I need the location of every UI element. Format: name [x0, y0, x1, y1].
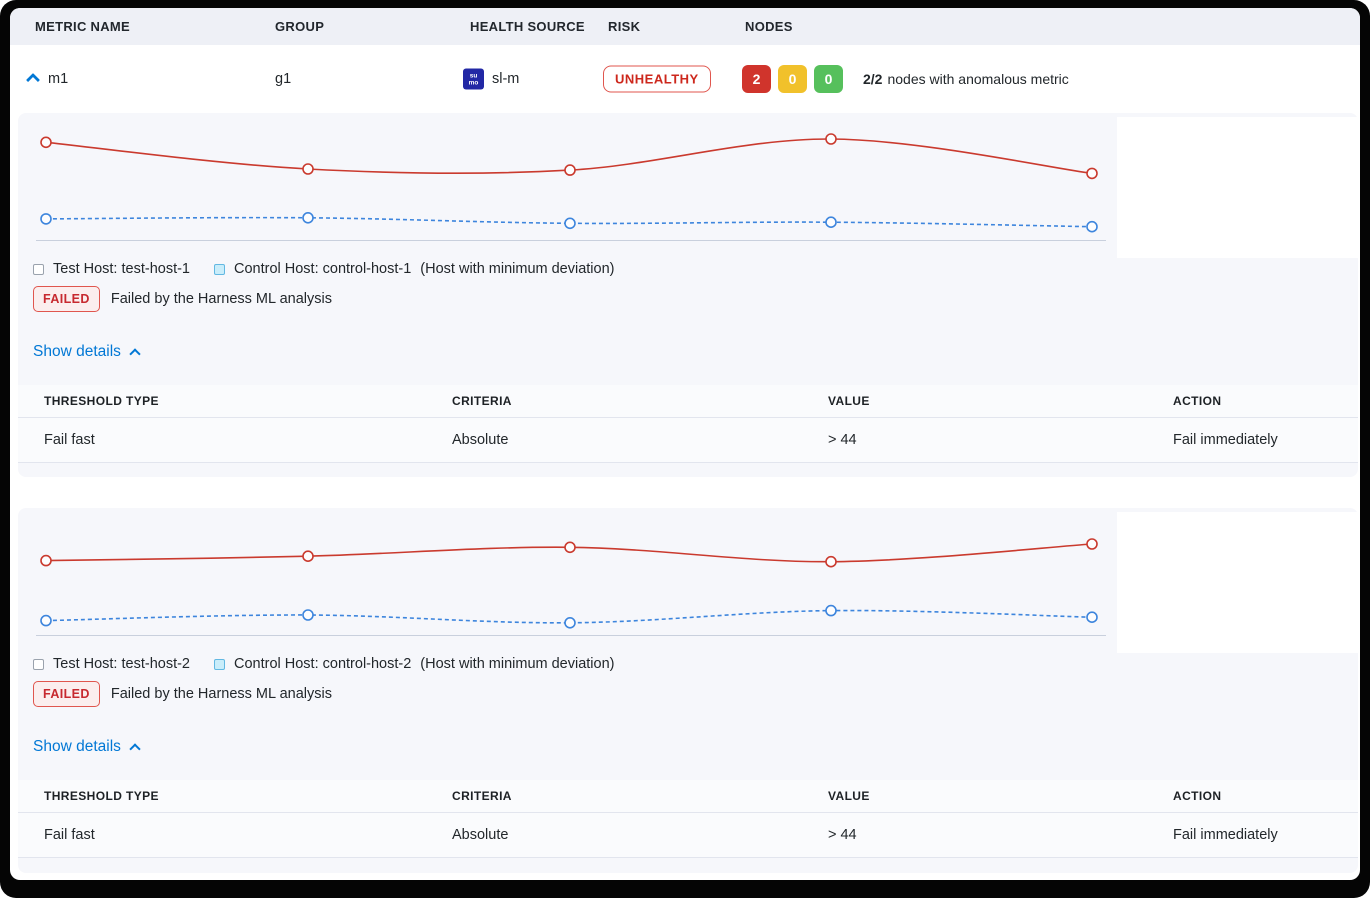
chart-legend-1: Test Host: test-host-1 Control Host: con… [33, 259, 615, 279]
show-details-link-1[interactable]: Show details [33, 343, 141, 361]
column-header-group: GROUP [275, 19, 325, 34]
th-action: ACTION [1173, 789, 1222, 803]
column-header-metric-name: METRIC NAME [35, 19, 131, 34]
legend-item-control-host[interactable]: Control Host: control-host-1 [214, 261, 411, 277]
metric-name-value: m1 [48, 71, 69, 87]
threshold-table-1: THRESHOLD TYPE CRITERIA VALUE ACTION Fai… [18, 385, 1358, 463]
legend-item-test-host[interactable]: Test Host: test-host-2 [33, 656, 190, 672]
chart-legend-2: Test Host: test-host-2 Control Host: con… [33, 654, 615, 674]
th-criteria: CRITERIA [452, 394, 512, 408]
legend-item-test-host[interactable]: Test Host: test-host-1 [33, 261, 190, 277]
th-threshold-type: THRESHOLD TYPE [44, 394, 159, 408]
sumo-logic-icon: su mo [463, 68, 484, 90]
nodes-summary-count: 2/2 [863, 71, 883, 87]
threshold-table-header: THRESHOLD TYPE CRITERIA VALUE ACTION [18, 385, 1358, 418]
metric-row: m1 g1 su mo sl-m UNHEALTHY 2 0 0 2/2 node… [10, 45, 1360, 113]
cell-action: Fail immediately [1173, 432, 1278, 448]
table-row: Fail fast Absolute > 44 Fail immediately [18, 418, 1358, 463]
show-details-label: Show details [33, 738, 121, 755]
th-threshold-type: THRESHOLD TYPE [44, 789, 159, 803]
health-source-label: sl-m [492, 71, 520, 87]
control-host-swatch-icon [214, 658, 225, 670]
th-value: VALUE [828, 394, 870, 408]
legend-control-host-label: Control Host: control-host-2 [234, 656, 412, 672]
chevron-up-icon [129, 742, 141, 755]
app-window: METRIC NAME GROUP HEALTH SOURCE RISK NOD… [10, 8, 1360, 880]
th-value: VALUE [828, 789, 870, 803]
sumo-icon-text-top: su [469, 72, 478, 79]
test-host-swatch-icon [33, 658, 44, 670]
column-header-nodes: NODES [745, 19, 793, 34]
table-column-header: METRIC NAME GROUP HEALTH SOURCE RISK NOD… [10, 8, 1360, 45]
legend-item-control-host[interactable]: Control Host: control-host-2 [214, 656, 411, 672]
chevron-up-icon [129, 347, 141, 360]
minimum-deviation-note: (Host with minimum deviation) [420, 656, 615, 672]
failed-status-text: Failed by the Harness ML analysis [110, 686, 332, 702]
th-action: ACTION [1173, 394, 1222, 408]
risk-status-badge: UNHEALTHY [603, 65, 711, 93]
chart-side-panel-2 [1117, 512, 1358, 653]
host-analysis-panel-1: Test Host: test-host-1 Control Host: con… [18, 113, 1358, 477]
group-value: g1 [275, 71, 292, 87]
threshold-table-header: THRESHOLD TYPE CRITERIA VALUE ACTION [18, 780, 1358, 813]
cell-criteria: Absolute [452, 432, 509, 448]
th-criteria: CRITERIA [452, 789, 512, 803]
chevron-up-icon [25, 72, 41, 88]
nodes-summary-text: nodes with anomalous metric [887, 71, 1069, 87]
control-host-swatch-icon [214, 263, 225, 275]
threshold-table-2: THRESHOLD TYPE CRITERIA VALUE ACTION Fai… [18, 780, 1358, 858]
node-count-badge-green: 0 [814, 65, 843, 93]
host-analysis-panel-2: Test Host: test-host-2 Control Host: con… [18, 508, 1358, 873]
failed-status-badge: FAILED [33, 286, 100, 312]
node-count-badge-red: 2 [742, 65, 771, 93]
legend-test-host-label: Test Host: test-host-1 [53, 261, 190, 277]
legend-test-host-label: Test Host: test-host-2 [53, 656, 190, 672]
minimum-deviation-note: (Host with minimum deviation) [420, 261, 615, 277]
test-host-swatch-icon [33, 263, 44, 275]
show-details-link-2[interactable]: Show details [33, 738, 141, 756]
cell-threshold-type: Fail fast [44, 827, 95, 843]
cell-value: > 44 [828, 432, 857, 448]
legend-control-host-label: Control Host: control-host-1 [234, 261, 412, 277]
cell-action: Fail immediately [1173, 827, 1278, 843]
failed-status-text: Failed by the Harness ML analysis [110, 291, 332, 307]
column-header-health-source: HEALTH SOURCE [470, 19, 585, 34]
node-count-badge-yellow: 0 [778, 65, 807, 93]
cell-criteria: Absolute [452, 827, 509, 843]
analysis-result-row-2: FAILED Failed by the Harness ML analysis [33, 681, 332, 707]
sumo-icon-text-bottom: mo [468, 79, 479, 86]
chart-side-panel-1 [1117, 117, 1358, 258]
metric-comparison-chart-2[interactable] [30, 518, 1120, 648]
analysis-result-row-1: FAILED Failed by the Harness ML analysis [33, 286, 332, 312]
cell-threshold-type: Fail fast [44, 432, 95, 448]
metric-comparison-chart-1[interactable] [30, 123, 1120, 253]
column-header-risk: RISK [608, 19, 641, 34]
collapse-row-button[interactable] [25, 72, 41, 90]
show-details-label: Show details [33, 343, 121, 360]
table-row: Fail fast Absolute > 44 Fail immediately [18, 813, 1358, 858]
failed-status-badge: FAILED [33, 681, 100, 707]
nodes-cell: 2 0 0 2/2 nodes with anomalous metric [742, 65, 1069, 93]
cell-value: > 44 [828, 827, 857, 843]
nodes-summary: 2/2 nodes with anomalous metric [863, 71, 1069, 87]
